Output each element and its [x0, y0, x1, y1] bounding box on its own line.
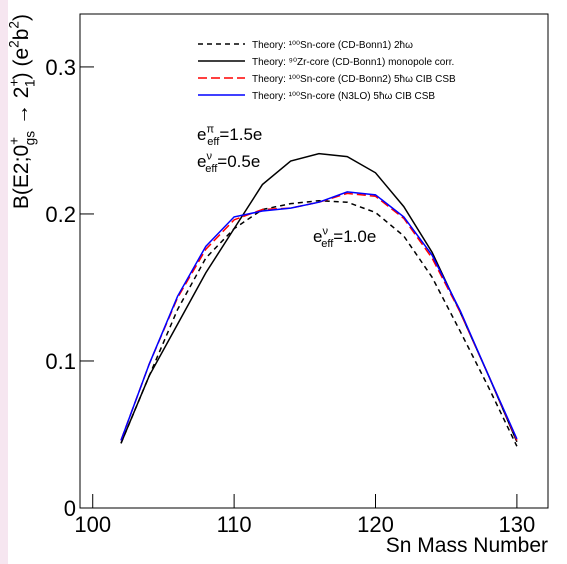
y-tick-label: 0.1: [45, 349, 76, 374]
subscript: gs: [22, 131, 37, 146]
supscript: π: [206, 123, 214, 135]
text-part: =1.5e: [219, 125, 262, 144]
text-part: ): [10, 14, 33, 21]
legend-label: Theory: ¹⁰⁰Sn-core (N3LO) 5ħω CIB CSB: [252, 91, 435, 102]
text-part: e: [197, 125, 206, 144]
text-part: e: [313, 227, 322, 246]
x-axis-label: Sn Mass Number: [386, 534, 548, 557]
x-tick-label: 120: [357, 512, 394, 537]
annotation: eν eff=0.5e: [197, 150, 260, 175]
subscript: eff: [205, 163, 218, 175]
annotation: eπ eff=1.5e: [197, 123, 262, 148]
x-tick-label: 100: [74, 512, 111, 537]
subscript: eff: [207, 136, 220, 148]
text-part: e: [197, 152, 206, 171]
legend-label: Theory: ¹⁰⁰Sn-core (CD-Bonn1) 2ħω: [252, 40, 413, 51]
y-tick-label: 0.2: [45, 202, 76, 227]
x-tick-label: 130: [499, 512, 536, 537]
legend-label: Theory: ¹⁰⁰Sn-core (CD-Bonn2) 5ħω CIB CS…: [252, 74, 456, 85]
supscript: ν: [322, 225, 328, 237]
supscript: 2: [7, 40, 22, 48]
text-part: → 2: [10, 87, 33, 131]
subscript: eff: [321, 238, 334, 250]
text-part: =1.0e: [333, 227, 376, 246]
supscript: 2: [7, 21, 22, 29]
y-tick-label: 0.3: [45, 55, 76, 80]
x-tick-label: 110: [217, 512, 252, 537]
y-axis-label: B(E2;0+gs → 2+1) (e2b2): [7, 14, 38, 209]
text-part: ) (e: [10, 48, 33, 80]
series-line: [120, 199, 518, 447]
edge: [0, 0, 8, 564]
subscript: 1: [22, 79, 37, 87]
y-tick-label: 0: [64, 496, 76, 521]
text-part: =0.5e: [217, 152, 260, 171]
text-part: B(E2;0: [10, 145, 33, 209]
supscript: +: [7, 79, 22, 87]
series-line: [120, 191, 518, 441]
series-line: [120, 192, 518, 441]
annotation: eν eff=1.0e: [313, 225, 376, 250]
supscript: +: [7, 137, 22, 145]
legend-label: Theory: ⁹⁰Zr-core (CD-Bonn1) monopole co…: [252, 57, 454, 68]
text-part: b: [10, 29, 33, 41]
frame: [79, 13, 549, 509]
supscript: ν: [206, 150, 212, 162]
